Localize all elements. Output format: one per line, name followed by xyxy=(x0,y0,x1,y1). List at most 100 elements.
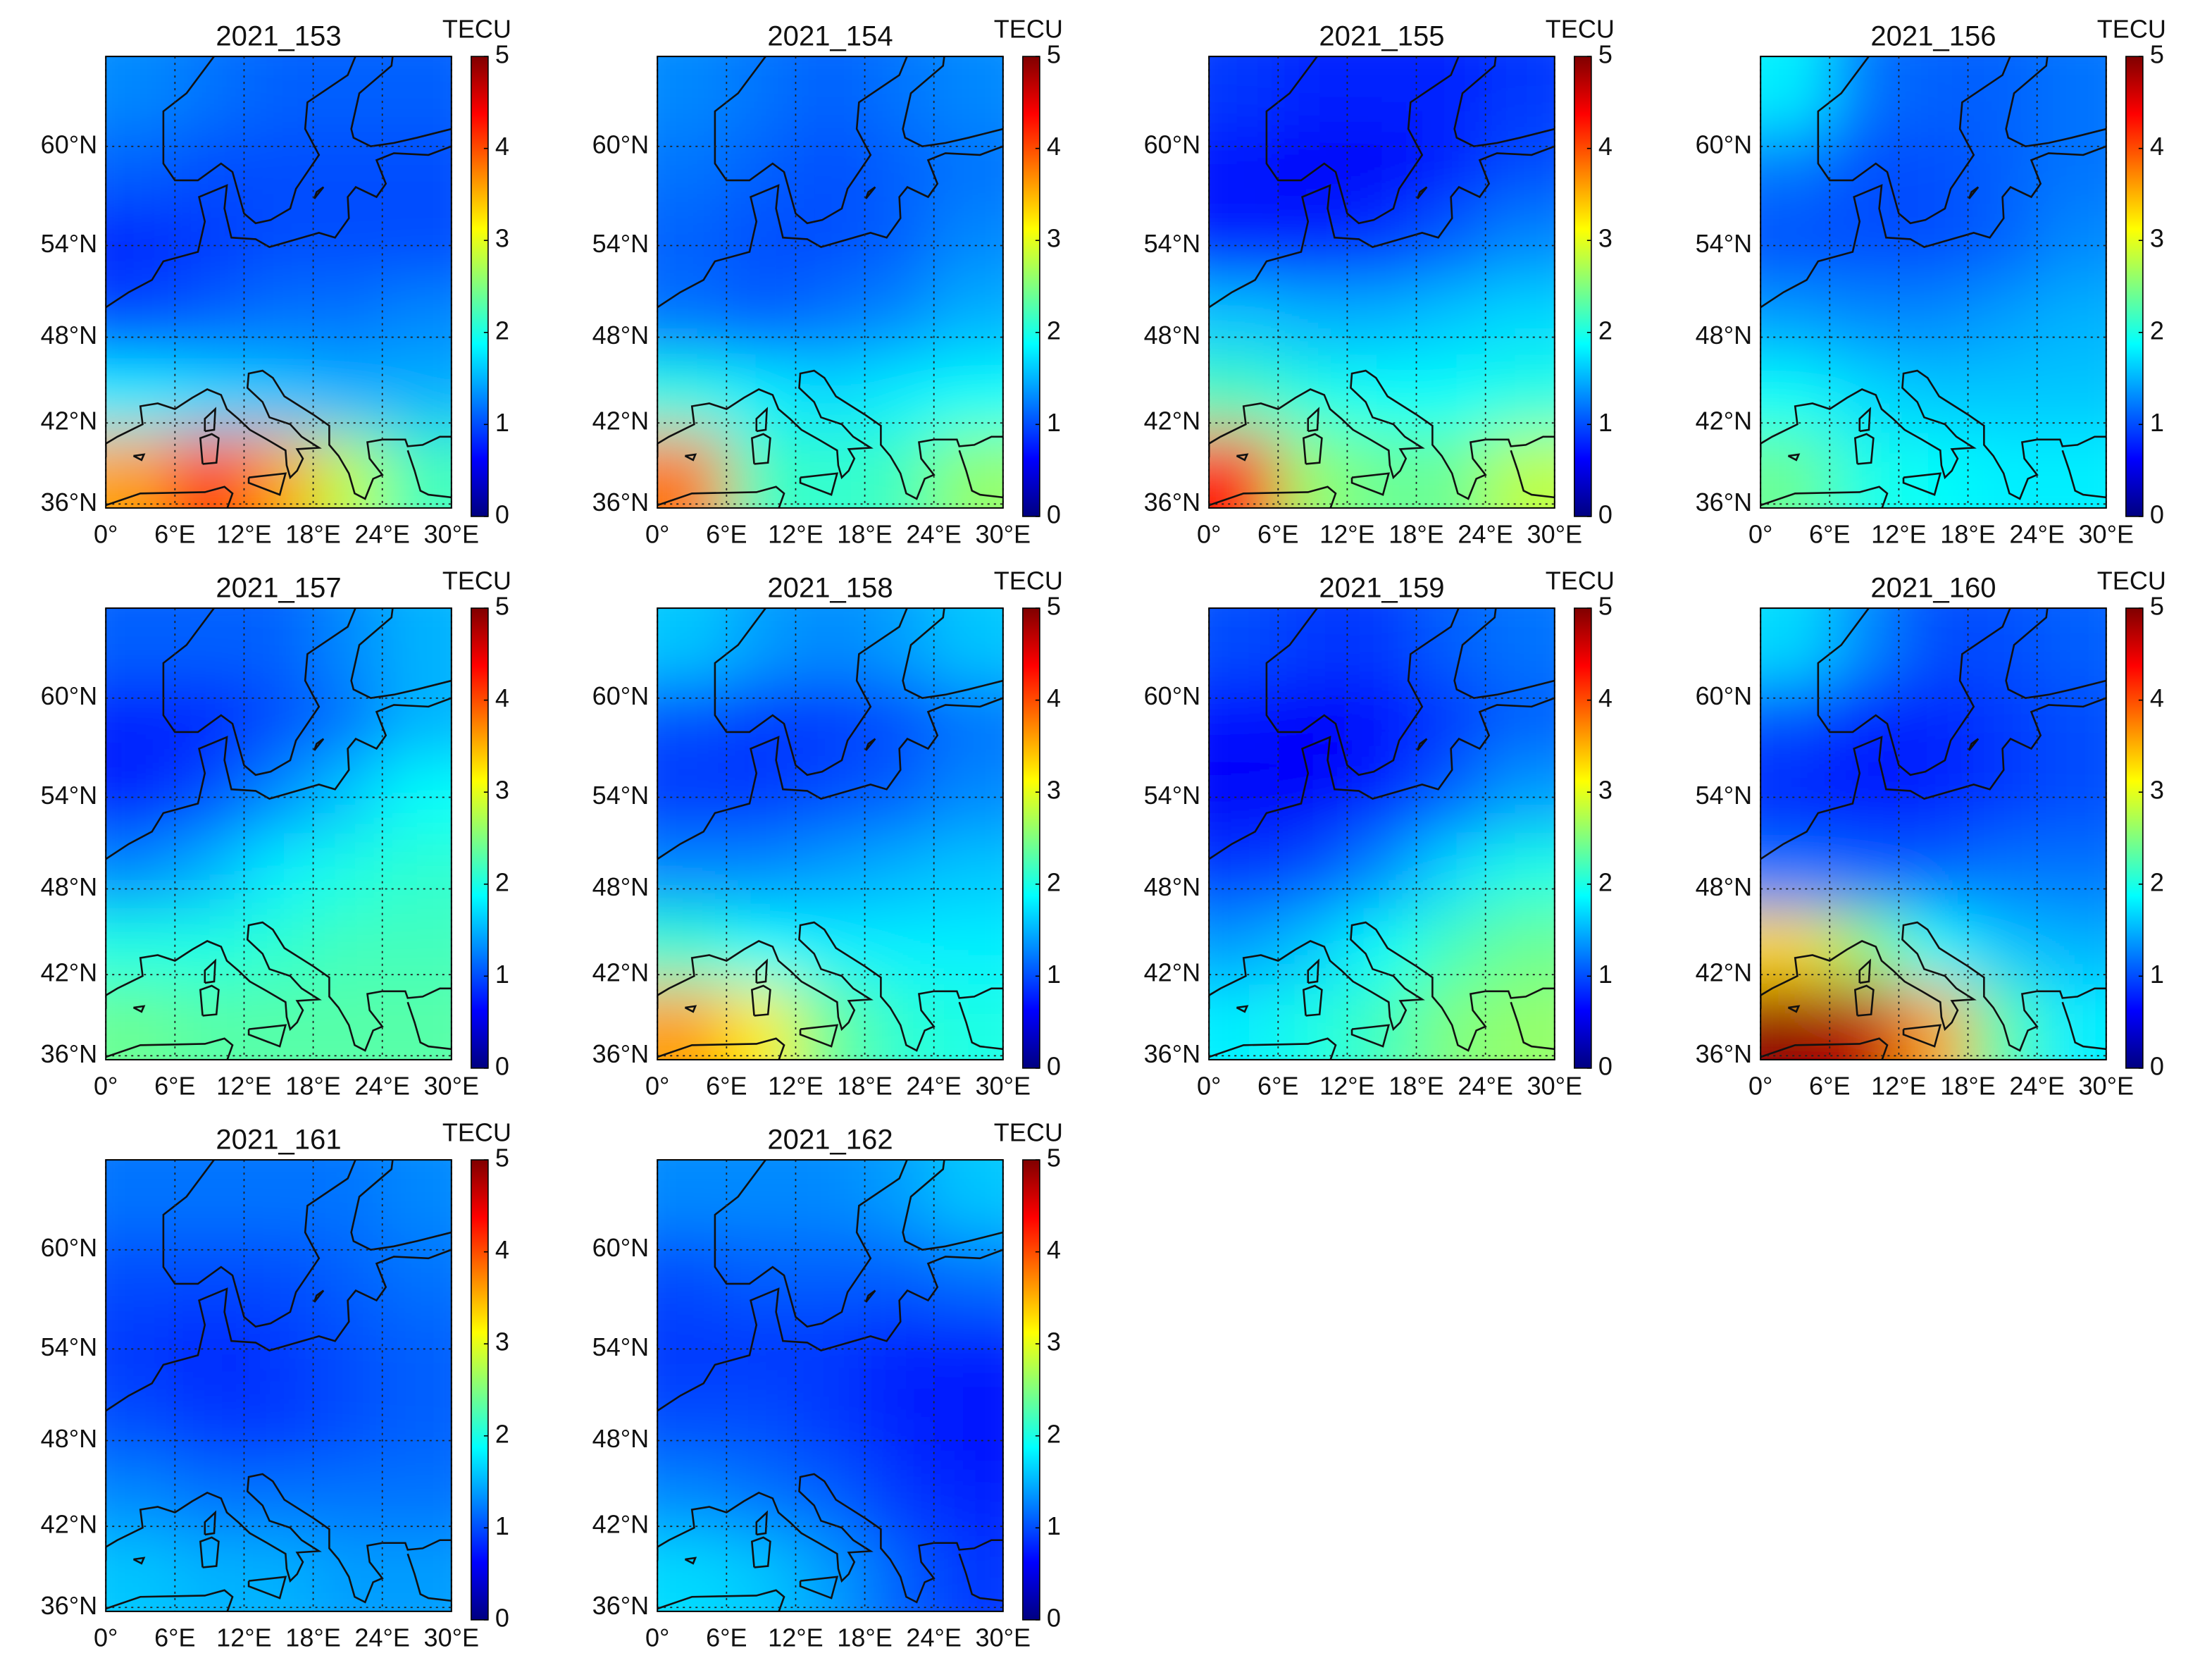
y-tick-label: 36°N xyxy=(592,1039,650,1068)
heat-cell xyxy=(864,1385,935,1462)
coastline xyxy=(864,738,876,751)
coastline xyxy=(1760,369,2106,500)
coastline xyxy=(750,1536,771,1568)
heat-cell xyxy=(1347,834,1417,910)
colorbar xyxy=(1022,607,1040,1069)
coastline xyxy=(2031,511,2063,515)
x-tick-label: 12°E xyxy=(216,1623,272,1652)
panel-title: 2021_162 xyxy=(767,1125,893,1156)
heat-cell xyxy=(1829,131,1900,208)
map-panel: 0° 6°E 12°E 18°E 24°E 30°E 36°N 42°N 48°N 54°N 60°… xyxy=(41,15,511,549)
heat-cell xyxy=(1899,984,1969,1060)
y-tick-label: 48°N xyxy=(592,872,650,901)
heat-cell xyxy=(175,608,245,684)
heat-cell xyxy=(933,282,1003,359)
colorbar-tick-label: 3 xyxy=(2150,776,2164,805)
coastline xyxy=(714,1160,908,1328)
coastline xyxy=(864,186,876,199)
heat-cell xyxy=(1209,433,1279,508)
colorbar-tick-label: 4 xyxy=(495,1235,509,1264)
heat-cell xyxy=(1278,909,1348,986)
coastline xyxy=(1307,407,1320,433)
heat-cell xyxy=(726,1461,797,1537)
coastline xyxy=(928,1614,960,1619)
heat-cell xyxy=(1760,984,1831,1060)
coastline xyxy=(106,1249,452,1412)
map-panel: 0° 6°E 12°E 18°E 24°E 30°E 36°N 42°N 48°N 54°N 60°… xyxy=(592,15,1063,549)
heat-cell xyxy=(1760,282,1831,359)
heat-cell xyxy=(382,834,452,910)
y-tick-label: 42°N xyxy=(1696,958,1753,987)
plot-area xyxy=(106,608,452,1060)
heat-cell xyxy=(1416,909,1486,986)
colorbar-tick-label: 4 xyxy=(495,683,509,712)
heat-cell xyxy=(657,56,728,132)
coastline xyxy=(657,1037,785,1060)
heat-cell xyxy=(795,1385,866,1462)
y-tick-label: 36°N xyxy=(1696,488,1753,516)
heat-cell xyxy=(933,1310,1003,1387)
x-tick-label: 6°E xyxy=(154,519,195,548)
x-tick-label: 24°E xyxy=(1458,1071,1513,1100)
x-tick-label: 0° xyxy=(645,519,669,548)
colorbar-tick-label: 5 xyxy=(2150,592,2164,621)
heat-cell xyxy=(657,357,728,434)
plot-area xyxy=(1760,56,2106,515)
x-tick-label: 24°E xyxy=(354,519,410,548)
heat-cell xyxy=(106,909,176,986)
y-tick-label: 54°N xyxy=(41,781,98,810)
coastline xyxy=(714,608,908,776)
colorbar-tick-label: 2 xyxy=(1047,1419,1061,1448)
heat-cell xyxy=(657,834,728,910)
heat-cell xyxy=(795,131,866,208)
coastline xyxy=(799,472,839,496)
x-tick-label: 30°E xyxy=(2079,519,2135,548)
heat-cell xyxy=(1278,984,1348,1060)
colorbar-tick-label: 3 xyxy=(1598,224,1613,253)
colorbar-label: TECU xyxy=(994,1118,1063,1147)
heat-cell xyxy=(1485,56,1555,132)
map-panel: 0° 6°E 12°E 18°E 24°E 30°E 36°N 42°N 48°N 54°N 60°… xyxy=(1696,567,2166,1101)
coastline xyxy=(1510,1001,1555,1051)
heat-cell xyxy=(382,1310,452,1387)
heat-cell xyxy=(726,1160,797,1236)
coastline xyxy=(684,453,697,462)
y-tick-label: 48°N xyxy=(592,1424,650,1453)
heatmap xyxy=(106,56,452,508)
y-tick-label: 48°N xyxy=(1144,321,1201,349)
colorbar-label: TECU xyxy=(994,15,1063,44)
coastline xyxy=(1350,472,1391,496)
heat-cell xyxy=(106,1461,176,1537)
y-tick-label: 36°N xyxy=(592,1591,650,1620)
y-tick-label: 54°N xyxy=(1144,781,1201,810)
heat-cell xyxy=(1347,608,1417,684)
coastline xyxy=(2061,1001,2106,1051)
heat-cell xyxy=(244,1160,314,1236)
x-tick-label: 18°E xyxy=(837,1623,893,1652)
heat-cell xyxy=(726,131,797,208)
heat-cell xyxy=(1347,683,1417,760)
coastline xyxy=(1479,511,1512,515)
colorbar-tick-label: 3 xyxy=(495,776,509,805)
heat-cell xyxy=(726,683,797,760)
y-tick-label: 36°N xyxy=(1144,1039,1201,1068)
heat-cell xyxy=(313,56,383,132)
heat-cell xyxy=(1209,834,1279,910)
map-panel: 0° 6°E 12°E 18°E 24°E 30°E 36°N 42°N 48°N 54°N 60°… xyxy=(41,567,511,1101)
y-tick-label: 54°N xyxy=(1696,781,1753,810)
colorbar-tick-label: 4 xyxy=(1598,132,1613,161)
heat-cell xyxy=(1416,608,1486,684)
heat-cell xyxy=(795,282,866,359)
x-tick-label: 6°E xyxy=(706,519,747,548)
coastline xyxy=(1302,984,1323,1017)
coastline xyxy=(657,485,785,508)
coastline xyxy=(376,511,409,515)
coastline xyxy=(1817,56,2011,225)
coastline xyxy=(132,1005,146,1013)
coastline xyxy=(1209,921,1555,1052)
colorbar-tick-label: 1 xyxy=(2150,408,2164,437)
x-tick-label: 0° xyxy=(645,1623,669,1652)
coastline xyxy=(2031,1063,2063,1067)
coastline xyxy=(1968,186,1980,199)
x-tick-label: 30°E xyxy=(976,519,1031,548)
